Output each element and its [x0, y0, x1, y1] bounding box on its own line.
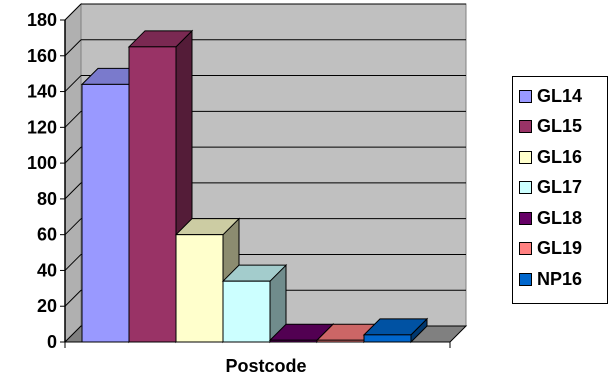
bar-front: [175, 234, 224, 343]
y-tick-label: 20: [37, 296, 57, 316]
legend-swatch: [519, 211, 532, 225]
legend-item: GL14: [519, 85, 582, 107]
legend-label: GL16: [537, 146, 583, 167]
y-tick-label: 100: [27, 153, 57, 173]
legend-item: GL15: [519, 116, 582, 138]
gridline: [64, 289, 82, 307]
legend-swatch: [519, 120, 532, 133]
x-axis-label: Postcode: [225, 356, 306, 376]
bar-front: [269, 339, 318, 343]
y-tick-label: 120: [27, 117, 57, 137]
legend-item: NP16: [519, 268, 582, 290]
legend-swatch: [519, 89, 532, 103]
bar-front: [222, 280, 271, 343]
legend-item: GL19: [519, 238, 582, 260]
bar-np16: [362, 317, 429, 344]
y-tick-label: 80: [37, 189, 57, 209]
y-tick-labels: 0 20 40 60 80 100 120 140 160 180: [27, 10, 57, 352]
bar-front: [128, 46, 177, 343]
gridline: [64, 75, 82, 92]
y-tick-label: 0: [47, 332, 57, 352]
legend-item: GL17: [519, 177, 582, 199]
y-tick-label: 160: [27, 46, 57, 66]
gridline: [64, 3, 82, 21]
legend-label: GL19: [537, 238, 583, 258]
gridline: [64, 182, 82, 200]
y-tick-label: 140: [27, 82, 57, 102]
legend-label: GL17: [537, 177, 583, 197]
bar-front: [81, 83, 130, 343]
legend-swatch: [519, 242, 532, 255]
bar-front: [363, 334, 412, 343]
gridline: [64, 39, 82, 57]
side-wall: [64, 2, 82, 344]
legend-label: GL15: [537, 116, 583, 136]
legend-swatch: [519, 272, 532, 286]
bar-front: [316, 339, 365, 343]
gridline: [64, 110, 82, 128]
gridline: [64, 218, 82, 236]
legend-swatch: [519, 181, 532, 194]
y-tick-label: 180: [27, 10, 57, 30]
legend-item: GL18: [519, 207, 582, 229]
legend-item: GL16: [519, 146, 582, 168]
legend-label: GL18: [537, 207, 583, 228]
y-tick-label: 40: [37, 260, 57, 280]
legend-swatch: [519, 150, 532, 164]
y-tick-label: 60: [37, 225, 57, 245]
legend-label: NP16: [537, 268, 583, 289]
legend-label: GL14: [537, 85, 583, 106]
legend: GL14 GL15 GL16 GL17 GL18 GL19 NP16: [512, 76, 608, 304]
axes: [60, 19, 451, 348]
gridline: [64, 254, 82, 271]
bar-gl17: [221, 263, 288, 344]
gridline: [64, 146, 82, 164]
bars: [80, 29, 429, 344]
